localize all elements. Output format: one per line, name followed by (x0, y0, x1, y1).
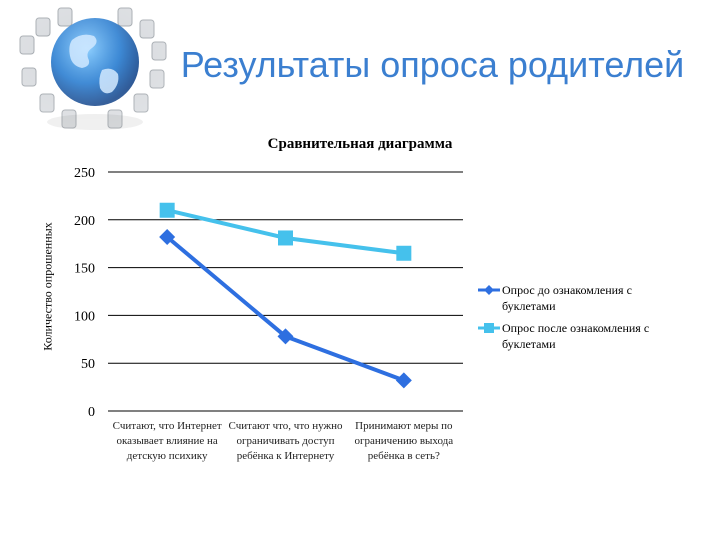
slide-title: Результаты опроса родителей (180, 44, 685, 85)
diamond-marker-icon (478, 285, 500, 295)
y-tick-label: 50 (81, 357, 95, 372)
data-point (277, 328, 294, 345)
legend-item-before: Опрос до ознакомления с буклетами (478, 282, 678, 314)
chart-title: Сравнительная диаграмма (267, 136, 453, 152)
y-tick-label: 250 (74, 166, 95, 181)
globe-logo (0, 0, 200, 140)
y-tick-label: 150 (74, 262, 95, 277)
y-tick-label: 100 (74, 309, 95, 324)
data-point (278, 230, 293, 246)
legend-label-after: Опрос после ознакомления с буклетами (502, 321, 650, 351)
x-tick-label: Считают, что Интернет оказывает влияние … (112, 420, 222, 462)
square-marker-icon (478, 323, 500, 333)
series-line (165, 235, 405, 383)
data-point (159, 202, 175, 218)
x-tick-label: Считают что, что нужно ограничивать дост… (228, 420, 343, 462)
y-tick-label: 200 (74, 214, 95, 229)
data-point (396, 245, 412, 261)
legend-item-after: Опрос после ознакомления с буклетами (478, 320, 678, 352)
data-point (159, 229, 176, 246)
chart-legend: Опрос до ознакомления с буклетами Опрос … (478, 282, 678, 358)
x-tick-label: Принимают меры по ограничению выхода реб… (354, 420, 454, 462)
data-point (395, 372, 412, 389)
y-tick-label: 0 (88, 405, 95, 420)
legend-label-before: Опрос до ознакомления с буклетами (502, 283, 632, 313)
